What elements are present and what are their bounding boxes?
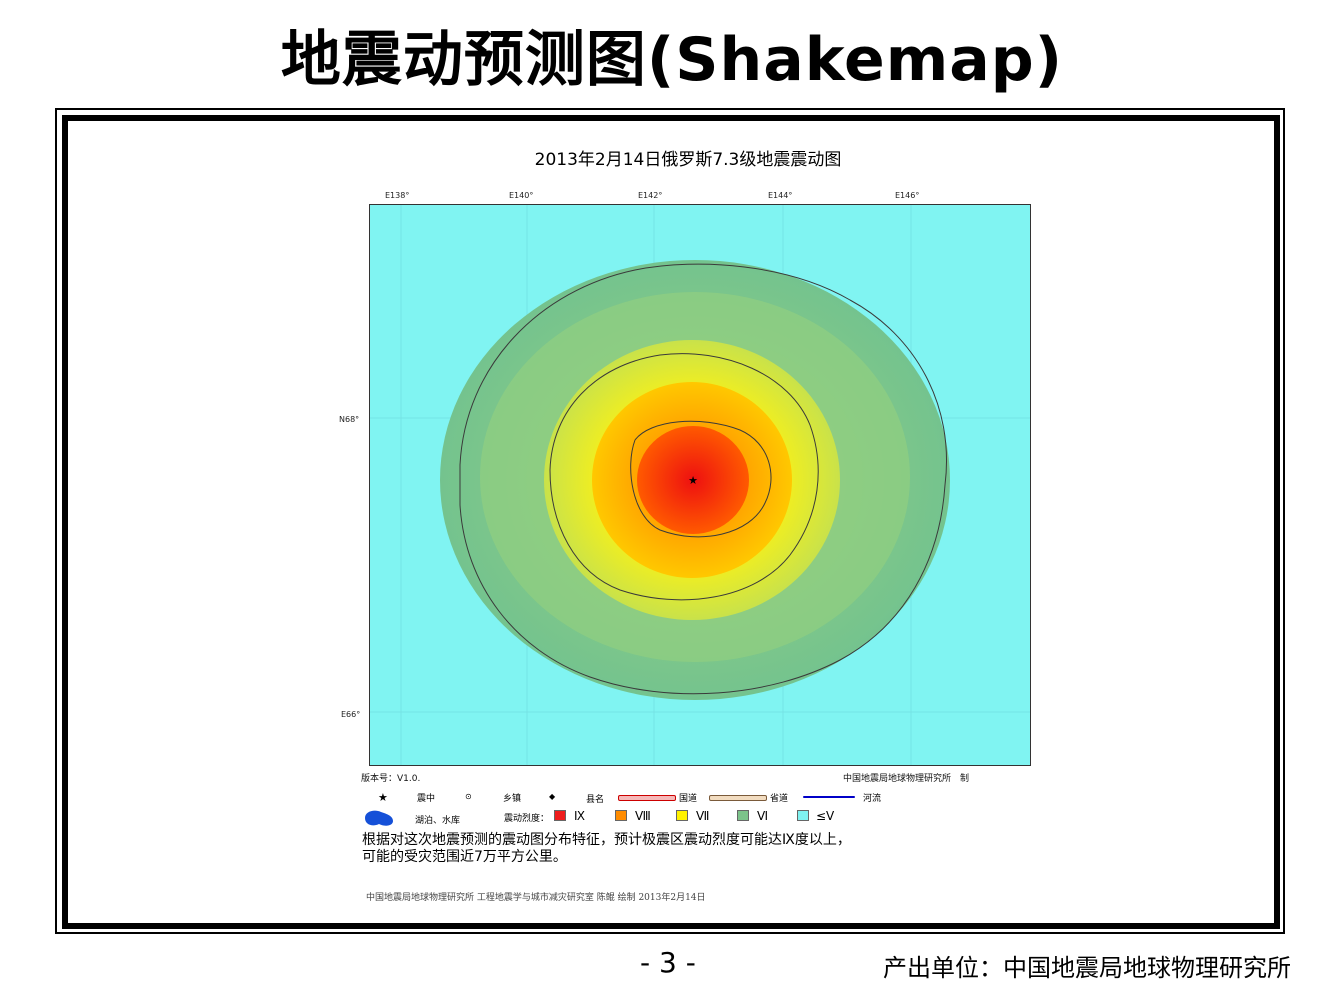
forecast-note: 根据对这次地震预测的震动图分布特征，预计极震区震动烈度可能达Ⅸ度以上， 可能的受…: [362, 832, 851, 866]
legend-river-label: 河流: [863, 794, 882, 804]
legend-county-label: 县名: [586, 795, 605, 805]
legend-intensity-label: 震动烈度：: [504, 814, 550, 824]
legend-swatch-le5: [797, 810, 809, 821]
coastline-core: [630, 420, 772, 538]
forecast-note-line-2: 可能的受灾范围近7万平方公里。: [362, 849, 567, 865]
legend-intensity-8: Ⅷ: [635, 809, 651, 823]
legend-county-icon: ◆: [549, 792, 556, 801]
coastline-outer: [459, 263, 947, 695]
coastline-inner: [549, 353, 819, 601]
legend-intensity-7: Ⅶ: [696, 809, 710, 823]
legend-lake-label: 湖泊、水库: [415, 816, 461, 826]
legend-town-icon: ⊙: [465, 792, 472, 801]
producer-label: 产出单位：中国地震局地球物理研究所: [883, 954, 1291, 982]
legend-provincial-road-sample: [709, 795, 767, 801]
legend-river-sample: [803, 796, 855, 798]
map-credit: 中国地震局地球物理研究所 工程地震学与城市减灾研究室 陈鲲 绘制 2013年2月…: [366, 893, 706, 903]
legend-swatch-9: [554, 810, 566, 821]
legend-provincial-road-label: 省道: [770, 794, 789, 804]
legend-epicenter-label: 震中: [417, 794, 436, 804]
legend-intensity-9: Ⅸ: [574, 809, 586, 823]
lon-tick-138: E138°: [385, 191, 410, 200]
lon-tick-142: E142°: [638, 191, 663, 200]
legend-town-label: 乡镇: [503, 794, 522, 804]
legend-national-road-sample: [618, 795, 676, 801]
lat-tick-66: E66°: [341, 710, 361, 719]
forecast-note-line-1: 根据对这次地震预测的震动图分布特征，预计极震区震动烈度可能达Ⅸ度以上，: [362, 832, 851, 848]
legend-swatch-8: [615, 810, 627, 821]
lon-tick-146: E146°: [895, 191, 920, 200]
legend-swatch-6: [737, 810, 749, 821]
shakemap-map: ★: [369, 204, 1031, 766]
legend-intensity-6: Ⅵ: [757, 809, 769, 823]
legend-lake-icon: [365, 810, 393, 826]
version-label: 版本号：V1.0.: [361, 774, 421, 784]
intensity-zone-9: [637, 426, 749, 534]
agency-label: 中国地震局地球物理研究所 制: [843, 774, 970, 784]
legend-epicenter-icon: ★: [378, 791, 388, 804]
lon-tick-140: E140°: [509, 191, 534, 200]
slide-title: 地震动预测图(Shakemap): [280, 25, 1064, 95]
lon-tick-144: E144°: [768, 191, 793, 200]
legend-swatch-7: [676, 810, 688, 821]
intensity-rings: ★: [370, 205, 1030, 765]
figure-frame-outer: [55, 108, 1285, 934]
legend-national-road-label: 国道: [679, 794, 698, 804]
page-number: - 3 -: [640, 946, 696, 979]
map-title: 2013年2月14日俄罗斯7.3级地震震动图: [534, 150, 842, 170]
epicenter-star-icon: ★: [688, 474, 698, 487]
lat-tick-n68: N68°: [339, 415, 360, 424]
legend-intensity-le5: ≤Ⅴ: [816, 809, 835, 823]
